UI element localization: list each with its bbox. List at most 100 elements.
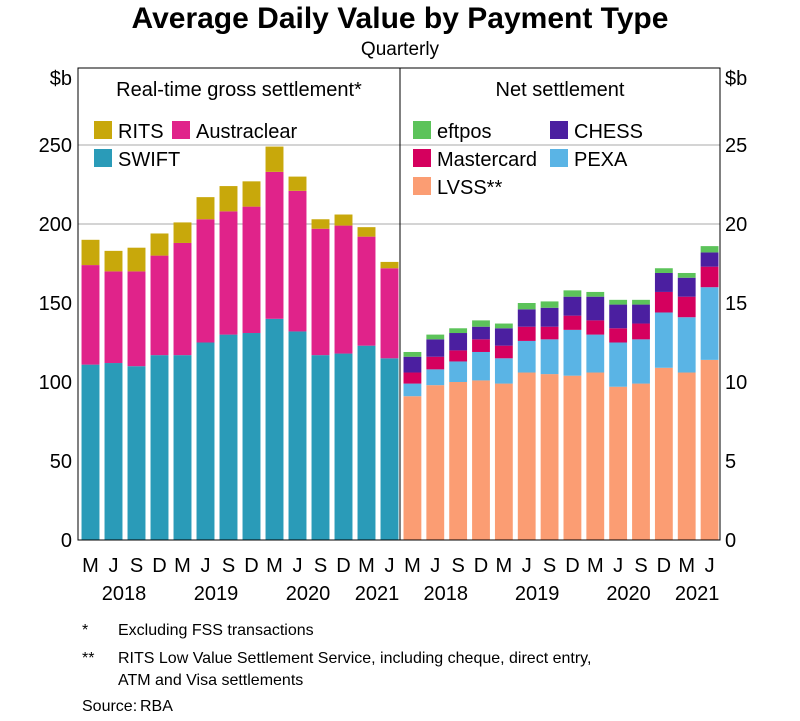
bar-pexa (677, 317, 696, 373)
bar-chess (426, 339, 445, 357)
bar-chess (449, 333, 468, 351)
x-tick-label: J (201, 555, 211, 577)
bar-eftpos (677, 272, 696, 278)
bar-lvss (449, 382, 468, 540)
x-tick-label: M (404, 555, 421, 577)
bar-austraclear (81, 265, 100, 365)
footnote-text-1: Excluding FSS transactions (118, 622, 314, 639)
bar-austraclear (288, 190, 307, 332)
bar-swift (150, 355, 169, 540)
bar-rits (288, 176, 307, 191)
bar-lvss (540, 374, 559, 540)
x-tick-label: S (543, 555, 556, 577)
bar-mastercard (494, 345, 513, 359)
x-tick-label: M (82, 555, 99, 577)
legend-swatch (413, 177, 431, 195)
bar-eftpos (517, 303, 536, 310)
x-year-label: 2019 (515, 583, 560, 605)
x-tick-label: M (587, 555, 604, 577)
bar-eftpos (609, 299, 628, 305)
x-tick-label: M (358, 555, 375, 577)
bar-chess (609, 304, 628, 329)
x-tick-label: J (522, 555, 532, 577)
bar-austraclear (380, 268, 399, 359)
x-tick-label: M (678, 555, 695, 577)
bar-swift (242, 333, 261, 540)
bar-mastercard (540, 326, 559, 340)
bar-austraclear (196, 219, 215, 343)
bar-chess (494, 328, 513, 346)
chart: Average Daily Value by Payment Type Quar… (39, 2, 748, 605)
bar-mastercard (426, 356, 445, 370)
legend-label: CHESS (574, 121, 643, 143)
legend-label: Austraclear (196, 121, 297, 143)
bar-pexa (517, 340, 536, 373)
x-tick-label: S (130, 555, 143, 577)
x-tick-label: D (152, 555, 166, 577)
bar-rits (81, 239, 100, 266)
legend-label: eftpos (437, 121, 491, 143)
footnote-text-2: RITS Low Value Settlement Service, inclu… (118, 650, 592, 667)
bar-lvss (677, 372, 696, 540)
bar-eftpos (654, 268, 673, 273)
legend-swatch (172, 121, 190, 139)
bar-austraclear (104, 271, 123, 364)
x-year-label: 2020 (606, 583, 651, 605)
bar-eftpos (472, 320, 490, 327)
bar-pexa (654, 312, 673, 368)
bar-lvss (586, 372, 605, 540)
y-tick-label-left: 50 (50, 451, 72, 473)
bar-lvss (403, 396, 422, 540)
bar-austraclear (150, 255, 169, 356)
bar-austraclear (173, 242, 192, 356)
bar-austraclear (334, 225, 353, 354)
footnote-text-2-cont: ATM and Visa settlements (118, 672, 304, 689)
bar-mastercard (472, 339, 490, 352)
legend-swatch (413, 149, 431, 167)
legend-swatch (94, 121, 112, 139)
bar-austraclear (242, 206, 261, 334)
bar-mastercard (609, 328, 628, 343)
y-tick-label-left: 100 (39, 372, 72, 394)
x-tick-label: M (266, 555, 283, 577)
bar-eftpos (449, 328, 468, 334)
x-tick-label: J (385, 555, 395, 577)
bar-pexa (563, 329, 582, 376)
bar-eftpos (403, 351, 422, 357)
y-tick-label-right: 0 (725, 530, 736, 552)
x-tick-label: M (496, 555, 513, 577)
x-tick-label: J (293, 555, 303, 577)
bar-mastercard (586, 320, 605, 335)
bar-rits (357, 227, 376, 237)
bar-swift (311, 355, 330, 540)
bar-lvss (654, 367, 673, 540)
bar-rits (127, 247, 146, 272)
bar-mastercard (403, 372, 422, 384)
bar-swift (334, 353, 353, 540)
bar-swift (219, 334, 238, 540)
legend-swatch (413, 121, 431, 139)
bar-chess (540, 307, 559, 327)
bar-eftpos (494, 323, 513, 329)
bar-pexa (700, 287, 719, 360)
legend-label: RITS (118, 121, 164, 143)
footnote-mark-1: * (82, 622, 89, 639)
bar-lvss (700, 359, 719, 540)
bar-mastercard (700, 266, 719, 288)
bar-swift (127, 366, 146, 540)
bar-lvss (472, 380, 490, 540)
bar-austraclear (311, 228, 330, 356)
source-text: RBA (140, 698, 173, 715)
bar-pexa (472, 351, 490, 381)
x-year-label: 2021 (675, 583, 720, 605)
bar-swift (265, 318, 284, 540)
bar-swift (357, 345, 376, 540)
bar-chess (654, 272, 673, 292)
x-year-label: 2018 (102, 583, 147, 605)
bar-rits (380, 261, 399, 269)
bar-eftpos (563, 290, 582, 297)
x-tick-label: D (657, 555, 671, 577)
bar-rits (334, 214, 353, 226)
bar-eftpos (700, 246, 719, 253)
y-unit-right: $b (725, 68, 747, 90)
